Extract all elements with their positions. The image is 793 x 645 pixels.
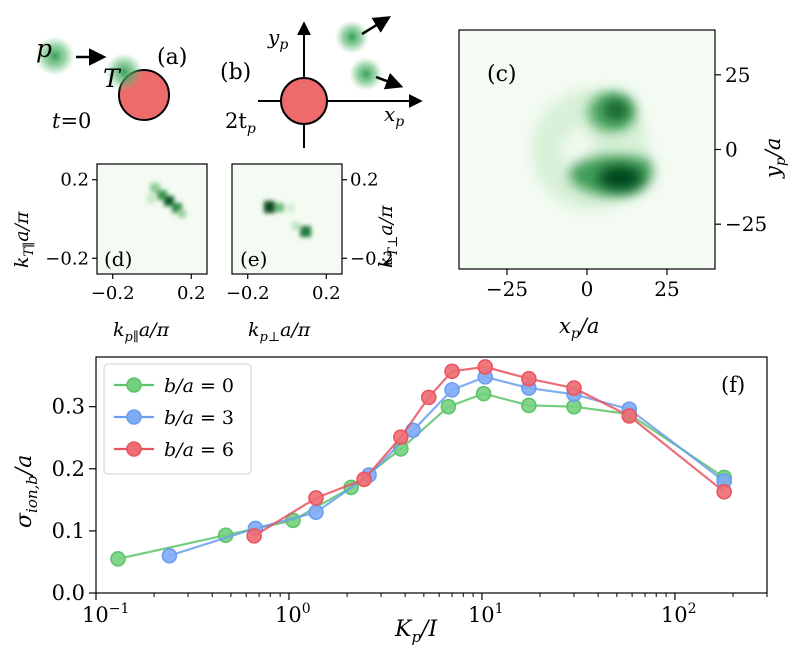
time-label: t=0 xyxy=(52,109,91,133)
particle-T-blob xyxy=(105,53,143,91)
y-tick-label: −0.2 xyxy=(45,248,89,269)
heatmap-density xyxy=(264,201,311,237)
data-point xyxy=(475,385,492,402)
panel-b: (b) yp xp 2tp xyxy=(220,16,423,148)
upper-velocity-arrow xyxy=(361,16,391,36)
x-tick-label: 102 xyxy=(661,601,697,627)
heatmap-frame xyxy=(231,163,343,275)
x-tick-label: 25 xyxy=(654,277,679,301)
x-tick-label: 0.2 xyxy=(312,283,341,304)
target-atom xyxy=(280,77,328,125)
data-point xyxy=(444,363,460,380)
legend: b/a = 0 b/a = 3 b/a = 6 xyxy=(103,363,252,475)
data-point xyxy=(110,551,126,567)
x-tick-label: 10−1 xyxy=(82,601,129,627)
data-point xyxy=(521,370,537,387)
x-tick-label: 101 xyxy=(468,601,504,627)
x-axis-label: Kp/I xyxy=(394,617,438,645)
data-point xyxy=(246,528,262,544)
panel-f-label: (f) xyxy=(721,373,745,397)
y-tick-label: 0.2 xyxy=(52,457,85,481)
panel-d-label: (d) xyxy=(104,247,132,271)
panel-f: (f) 10−1 100 101 102 0.00.10.20.3 b/a = 0b/… xyxy=(12,356,768,645)
x-axis-label: kp∥a/π xyxy=(113,319,170,345)
heatmap-background xyxy=(232,164,342,274)
heatmap-frame xyxy=(96,163,208,275)
y-axis-label: σion,b/a xyxy=(12,455,41,528)
lower-velocity-arrow xyxy=(375,72,404,90)
panel-a: p T (a) t=0 xyxy=(35,34,187,133)
legend-marker xyxy=(126,377,142,393)
data-point xyxy=(444,382,460,398)
panel-c-label: (c) xyxy=(487,62,517,87)
y-tick-label: 0.2 xyxy=(350,170,379,191)
x-axis-label: xp xyxy=(384,102,404,130)
scattered-particle-lower xyxy=(349,57,383,91)
data-point xyxy=(161,547,178,564)
data-point xyxy=(621,408,638,424)
legend-entry: b/a = 6 xyxy=(164,439,234,461)
legend-marker xyxy=(126,441,142,457)
data-point xyxy=(477,359,494,375)
y-axis-label: yp xyxy=(267,25,288,53)
data-point xyxy=(440,398,457,415)
y-tick-label: 0 xyxy=(725,138,738,162)
x-tick-label: −25 xyxy=(486,277,528,301)
x-axis-label: kp⊥a/π xyxy=(248,319,311,345)
time-label: 2tp xyxy=(225,109,256,137)
data-point xyxy=(393,429,409,445)
y-axis-label: kT⊥a/π xyxy=(375,205,401,268)
panel-c: (c) −25 0 25 25 0 −25 xp/a yp/a xyxy=(458,29,789,342)
legend-marker xyxy=(126,409,142,425)
y-tick-label: 0.1 xyxy=(52,519,85,543)
y-tick-label: 25 xyxy=(725,63,750,87)
heatmap-background xyxy=(97,164,207,274)
y-tick-label: 0.2 xyxy=(60,170,89,191)
x-tick-label: −0.2 xyxy=(91,283,135,304)
x-tick-label: 0 xyxy=(581,277,594,301)
data-point xyxy=(420,389,437,406)
panel-e-label: (e) xyxy=(240,247,267,271)
data-point xyxy=(566,380,582,396)
y-tick-label: 0.3 xyxy=(52,395,85,419)
particle-T-label: T xyxy=(103,64,122,93)
panel-e: (e) −0.2 0.2 0.2 −0.2 kp⊥a/π kT⊥a/π xyxy=(226,163,401,345)
panel-d: (d) −0.2 0.2 0.2 −0.2 kp∥a/π kT∥a/π xyxy=(11,163,208,345)
x-axis-label: xp/a xyxy=(559,314,599,342)
x-tick-label: 100 xyxy=(275,601,311,627)
data-point xyxy=(308,504,324,521)
y-tick-label: 0.0 xyxy=(52,581,85,605)
legend-entry: b/a = 3 xyxy=(164,407,234,429)
y-axis-label: yp/a xyxy=(761,138,789,179)
data-point xyxy=(308,490,324,506)
data-point xyxy=(356,471,372,488)
y-axis-label: kT∥a/π xyxy=(11,211,37,268)
scattered-particle-upper xyxy=(335,20,369,54)
particle-p-blob xyxy=(35,36,75,76)
heatmap-density xyxy=(147,183,186,218)
data-point xyxy=(521,397,537,414)
panel-b-label: (b) xyxy=(220,60,251,85)
y-tick-label: −0.2 xyxy=(350,248,394,269)
legend-entry: b/a = 0 xyxy=(164,375,234,397)
particle-p-label: p xyxy=(36,34,52,63)
panel-a-label: (a) xyxy=(157,45,187,70)
x-tick-label: −0.2 xyxy=(226,283,270,304)
plot-frame xyxy=(95,356,768,594)
y-tick-label: −25 xyxy=(725,212,767,236)
x-tick-label: 0.2 xyxy=(177,283,206,304)
heatmap-density xyxy=(532,90,653,210)
data-point xyxy=(716,483,732,500)
